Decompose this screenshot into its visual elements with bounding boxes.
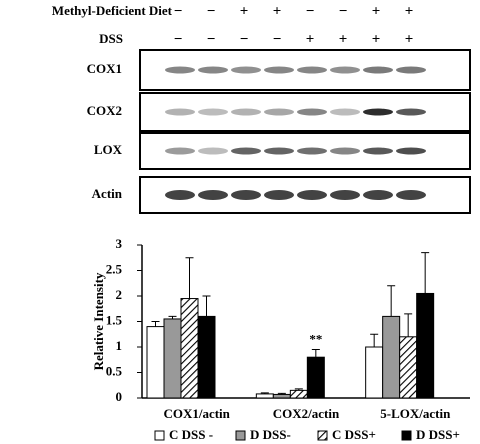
band	[330, 190, 360, 200]
band	[198, 108, 228, 116]
band	[330, 108, 360, 116]
y-tick-label: 1	[116, 338, 123, 353]
band	[363, 108, 393, 116]
bar	[365, 346, 384, 399]
band	[363, 66, 393, 74]
band	[396, 66, 426, 74]
band	[396, 190, 426, 200]
band	[165, 190, 195, 200]
sign: −	[207, 31, 216, 47]
band-label: Actin	[92, 186, 123, 201]
sign: +	[273, 3, 282, 19]
error-bar	[370, 333, 379, 347]
error-bar	[168, 315, 177, 319]
x-tick-label: COX1/actin	[163, 406, 230, 421]
legend-swatch	[317, 430, 328, 441]
band	[396, 147, 426, 155]
error-bar	[421, 252, 430, 294]
bar	[272, 393, 291, 399]
band	[231, 108, 261, 116]
band	[231, 147, 261, 155]
bar	[163, 318, 182, 399]
band	[264, 66, 294, 74]
band	[363, 147, 393, 155]
band	[198, 190, 228, 200]
sign: −	[240, 31, 249, 47]
y-tick-label: 0	[116, 389, 123, 404]
legend-swatch	[235, 430, 246, 441]
band	[165, 108, 195, 116]
legend-label: D DSS-	[250, 427, 291, 442]
row-label: DSS	[99, 31, 123, 46]
error-bar	[185, 257, 194, 299]
band	[363, 190, 393, 200]
error-bar	[387, 285, 396, 317]
band	[330, 147, 360, 155]
error-bar	[404, 313, 413, 337]
band-label: COX1	[87, 61, 122, 76]
legend-label: C DSS+	[332, 427, 376, 442]
sign: +	[405, 31, 414, 47]
bar	[399, 336, 418, 399]
band	[330, 66, 360, 74]
band	[264, 147, 294, 155]
band	[198, 66, 228, 74]
y-tick-label: 1.5	[106, 312, 123, 327]
y-tick-label: 2	[116, 287, 123, 302]
band	[297, 147, 327, 155]
bar	[146, 326, 165, 399]
band	[231, 66, 261, 74]
sign: +	[372, 31, 381, 47]
band	[198, 147, 228, 155]
bar	[306, 356, 325, 399]
legend-label: C DSS -	[169, 427, 213, 442]
row-label: Methyl-Deficient Diet	[52, 3, 173, 18]
band-label: LOX	[94, 142, 123, 157]
y-tick-label: 3	[116, 236, 123, 251]
band	[297, 108, 327, 116]
bar	[180, 298, 199, 399]
error-bar	[311, 349, 320, 358]
error-bar	[202, 295, 211, 317]
sign: −	[174, 3, 183, 19]
sign: +	[372, 3, 381, 19]
legend-swatch	[154, 430, 165, 441]
band	[165, 66, 195, 74]
bar	[289, 389, 308, 399]
legend-label: D DSS+	[416, 427, 460, 442]
sign: +	[339, 31, 348, 47]
sign: +	[306, 31, 315, 47]
bar	[255, 393, 274, 399]
x-tick-label: COX2/actin	[273, 406, 340, 421]
sign: +	[240, 3, 249, 19]
error-bar	[277, 392, 286, 395]
band	[165, 147, 195, 155]
bar	[197, 315, 216, 399]
sign: −	[306, 3, 315, 19]
y-tick-label: 2.5	[106, 261, 123, 276]
sign: −	[339, 3, 348, 19]
error-bar	[294, 388, 303, 391]
band	[297, 66, 327, 74]
band-label: COX2	[87, 103, 122, 118]
band	[264, 190, 294, 200]
bar	[382, 315, 401, 399]
band	[231, 190, 261, 200]
x-tick-label: 5-LOX/actin	[380, 406, 451, 421]
band	[264, 108, 294, 116]
error-bar	[260, 392, 269, 394]
error-bar	[151, 321, 160, 327]
sign: +	[405, 3, 414, 19]
y-axis-label: Relative Intensity	[91, 272, 106, 370]
sign: −	[174, 31, 183, 47]
legend-swatch	[401, 430, 412, 441]
band	[297, 190, 327, 200]
annotation: **	[309, 332, 322, 347]
bar	[416, 292, 435, 399]
band	[396, 108, 426, 116]
y-tick-label: 0.5	[106, 363, 123, 378]
sign: −	[273, 31, 282, 47]
sign: −	[207, 3, 216, 19]
